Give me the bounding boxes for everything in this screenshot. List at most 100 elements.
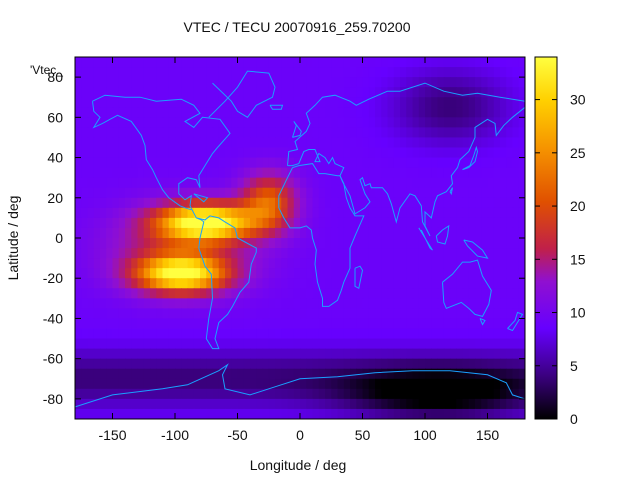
heatmap-cell (262, 97, 270, 108)
heatmap-cell (200, 117, 207, 128)
heatmap-cell (437, 177, 445, 189)
heatmap-cell (375, 308, 382, 320)
heatmap-cell (81, 227, 89, 239)
heatmap-cell (156, 298, 164, 309)
heatmap-cell (212, 187, 220, 199)
heatmap-cell (450, 258, 457, 269)
heatmap-cell (387, 398, 395, 410)
heatmap-cell (150, 107, 157, 118)
heatmap-cell (143, 117, 151, 128)
heatmap-cell (300, 288, 307, 299)
coastline-segment (354, 265, 364, 290)
heatmap-cell (387, 157, 395, 169)
heatmap-cell (243, 268, 251, 279)
heatmap-cell (300, 358, 307, 370)
heatmap-cell (375, 258, 382, 269)
heatmap-cell (275, 107, 282, 118)
heatmap-cell (287, 117, 295, 128)
heatmap-cell (293, 298, 301, 309)
heatmap-cell (125, 207, 132, 219)
heatmap-cell (468, 318, 476, 330)
heatmap-cell (387, 147, 395, 159)
heatmap-cell (206, 97, 214, 108)
heatmap-cell (425, 147, 432, 159)
heatmap-cell (243, 288, 251, 299)
heatmap-cell (487, 97, 495, 108)
heatmap-cell (362, 338, 370, 350)
heatmap-cell (425, 368, 432, 380)
heatmap-cell (412, 97, 420, 108)
heatmap-cell (362, 248, 370, 259)
heatmap-cell (381, 298, 389, 309)
heatmap-cell (268, 97, 276, 108)
heatmap-cell (200, 147, 207, 159)
heatmap-cell (350, 288, 357, 299)
heatmap-cell (487, 298, 495, 309)
heatmap-cell (268, 87, 276, 98)
heatmap-cell (200, 358, 207, 370)
heatmap-cell (212, 398, 220, 410)
heatmap-cell (150, 288, 157, 299)
heatmap-cell (325, 278, 332, 289)
heatmap-cell (343, 227, 351, 239)
heatmap-cell (343, 107, 351, 118)
heatmap-cell (218, 288, 226, 299)
heatmap-cell (450, 248, 457, 259)
heatmap-cell (318, 268, 326, 279)
heatmap-cell (268, 288, 276, 299)
heatmap-cell (481, 398, 489, 410)
heatmap-cell (306, 177, 314, 189)
heatmap-cell (331, 288, 339, 299)
heatmap-cell (243, 177, 251, 189)
heatmap-cell (175, 268, 182, 279)
heatmap-cell (81, 117, 89, 128)
heatmap-cell (475, 197, 482, 209)
heatmap-cell (75, 308, 82, 320)
heatmap-cell (462, 107, 470, 118)
heatmap-cell (418, 308, 426, 320)
heatmap-cell (312, 258, 320, 269)
heatmap-cell (331, 117, 339, 128)
heatmap-cell (318, 167, 326, 179)
heatmap-cell (262, 248, 270, 259)
heatmap-cell (200, 57, 207, 68)
heatmap-cell (431, 127, 439, 139)
heatmap-cell (362, 207, 370, 219)
heatmap-cell (425, 137, 432, 149)
heatmap-cell (506, 207, 514, 219)
heatmap-cell (181, 217, 189, 229)
heatmap-cell (387, 278, 395, 289)
x-tick-label: -150 (98, 427, 126, 443)
heatmap-cell (156, 87, 164, 98)
heatmap-cell (331, 167, 339, 179)
heatmap-cell (375, 207, 382, 219)
heatmap-cell (143, 258, 151, 269)
heatmap-cell (362, 308, 370, 320)
heatmap-cell (256, 167, 264, 179)
heatmap-cell (393, 167, 401, 179)
coastline-segment (75, 363, 525, 408)
heatmap-cell (443, 288, 451, 299)
heatmap-cell (137, 408, 145, 419)
heatmap-cell (350, 187, 357, 199)
heatmap-cell (381, 258, 389, 269)
heatmap-cell (306, 217, 314, 229)
heatmap-cell (100, 278, 107, 289)
heatmap-cell (431, 67, 439, 78)
heatmap-cell (300, 308, 307, 320)
heatmap-cell (106, 268, 114, 279)
heatmap-cell (175, 57, 182, 68)
heatmap-cell (318, 147, 326, 159)
heatmap-cell (106, 328, 114, 340)
heatmap-cell (275, 348, 282, 360)
heatmap-cell (281, 167, 289, 179)
heatmap-cell (250, 318, 257, 330)
heatmap-cell (150, 97, 157, 108)
heatmap-cell (237, 217, 245, 229)
heatmap-cell (406, 278, 414, 289)
heatmap-cell (337, 87, 345, 98)
heatmap-cell (431, 117, 439, 128)
heatmap-cell (387, 207, 395, 219)
heatmap-cell (362, 97, 370, 108)
heatmap-cell (400, 207, 407, 219)
